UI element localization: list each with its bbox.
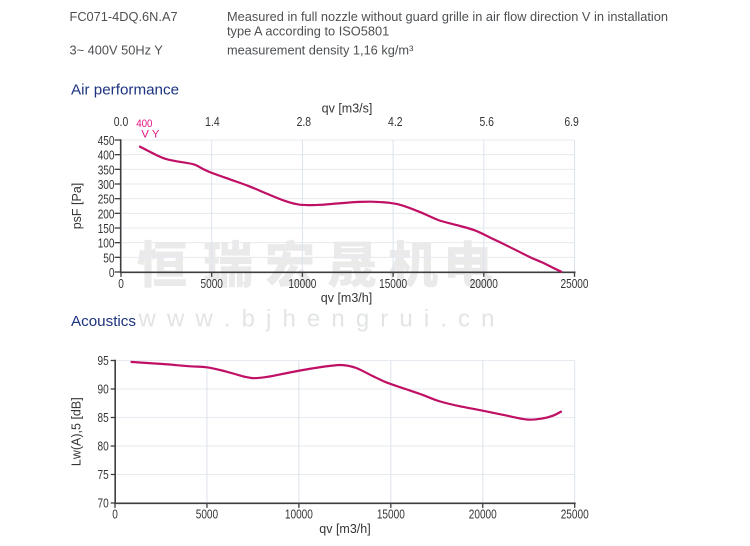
svg-text:0: 0 xyxy=(118,277,124,291)
svg-text:5000: 5000 xyxy=(196,508,218,522)
svg-text:85: 85 xyxy=(98,411,109,425)
svg-text:Acoustics: Acoustics xyxy=(71,313,136,330)
svg-text:measurement density 1,16 kg/m³: measurement density 1,16 kg/m³ xyxy=(227,43,414,58)
svg-text:V Y: V Y xyxy=(141,129,159,141)
svg-text:FC071-4DQ.6N.A7: FC071-4DQ.6N.A7 xyxy=(70,9,178,24)
svg-text:5000: 5000 xyxy=(201,277,223,291)
svg-text:70: 70 xyxy=(98,497,109,511)
svg-text:Measured in full nozzle withou: Measured in full nozzle without guard gr… xyxy=(227,9,668,24)
svg-text:95: 95 xyxy=(98,354,109,368)
svg-text:75: 75 xyxy=(98,468,109,482)
svg-text:4.2: 4.2 xyxy=(388,115,403,129)
svg-text:25000: 25000 xyxy=(561,508,589,522)
svg-text:200: 200 xyxy=(98,207,115,221)
svg-text:20000: 20000 xyxy=(470,277,498,291)
svg-text:Air performance: Air performance xyxy=(71,82,179,99)
svg-text:1.4: 1.4 xyxy=(205,115,220,129)
svg-text:2.8: 2.8 xyxy=(297,115,312,129)
svg-text:90: 90 xyxy=(98,383,109,397)
svg-text:25000: 25000 xyxy=(561,277,589,291)
svg-text:15000: 15000 xyxy=(379,277,407,291)
svg-text:w w w . b j h e n g r u i . c: w w w . b j h e n g r u i . c n xyxy=(138,306,495,333)
svg-text:qv [m3/h]: qv [m3/h] xyxy=(319,522,370,536)
svg-text:10000: 10000 xyxy=(285,508,313,522)
svg-text:20000: 20000 xyxy=(469,508,497,522)
svg-text:qv [m3/s]: qv [m3/s] xyxy=(322,102,373,116)
svg-text:450: 450 xyxy=(98,134,115,148)
svg-text:150: 150 xyxy=(98,222,115,236)
svg-text:300: 300 xyxy=(98,178,115,192)
svg-text:15000: 15000 xyxy=(377,508,405,522)
svg-text:400: 400 xyxy=(98,149,115,163)
svg-text:Lw(A),5 [dB]: Lw(A),5 [dB] xyxy=(70,397,84,466)
svg-text:6.9: 6.9 xyxy=(564,115,579,129)
svg-text:400: 400 xyxy=(136,118,152,130)
svg-text:0: 0 xyxy=(109,266,115,280)
svg-text:psF [Pa]: psF [Pa] xyxy=(70,183,84,230)
svg-text:10000: 10000 xyxy=(288,277,316,291)
svg-text:3~ 400V 50Hz Y: 3~ 400V 50Hz Y xyxy=(70,43,164,58)
svg-text:type A according to ISO5801: type A according to ISO5801 xyxy=(227,24,389,39)
svg-text:0.0: 0.0 xyxy=(114,115,129,129)
svg-text:qv [m3/h]: qv [m3/h] xyxy=(321,291,372,305)
svg-text:0: 0 xyxy=(112,508,118,522)
svg-text:350: 350 xyxy=(98,163,115,177)
svg-text:250: 250 xyxy=(98,193,115,207)
svg-text:80: 80 xyxy=(98,440,109,454)
svg-text:50: 50 xyxy=(103,251,114,265)
svg-text:100: 100 xyxy=(98,237,115,251)
svg-text:5.6: 5.6 xyxy=(479,115,494,129)
